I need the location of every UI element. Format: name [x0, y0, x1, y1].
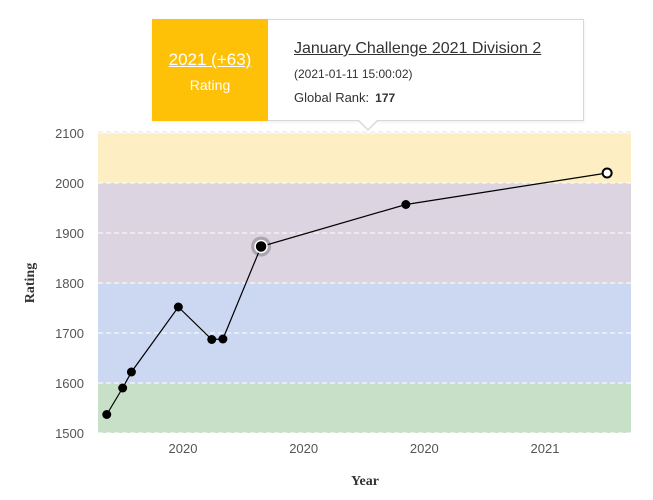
- data-point: [126, 367, 136, 377]
- data-point: [254, 239, 268, 254]
- data-point: [601, 167, 613, 179]
- x-tick-label: 2021: [531, 441, 560, 456]
- y-tick-label: 1800: [55, 276, 84, 291]
- data-point: [207, 335, 217, 344]
- tooltip-rank-label: Global Rank:: [294, 90, 370, 105]
- data-point: [118, 383, 128, 393]
- x-tick-label: 2020: [289, 441, 318, 456]
- contest-tooltip: 2021 (+63) Rating January Challenge 2021…: [152, 19, 584, 131]
- y-tick-label: 1900: [55, 226, 84, 241]
- data-point: [102, 410, 112, 419]
- data-point: [401, 200, 411, 209]
- tooltip-year-change-link[interactable]: 2021 (+63): [168, 50, 252, 69]
- data-point: [218, 334, 228, 344]
- tooltip-contest-info: January Challenge 2021 Division 2 (2021-…: [294, 40, 575, 105]
- rating-band: [98, 133, 631, 183]
- y-tick-label: 1500: [55, 426, 84, 441]
- y-axis-label: Rating: [23, 263, 38, 303]
- gridlines: [98, 131, 631, 434]
- x-axis-label: Year: [351, 474, 379, 489]
- tooltip-rating-label: Rating: [189, 77, 231, 93]
- y-tick-label: 1600: [55, 376, 84, 391]
- y-tick-label: 2100: [55, 126, 84, 141]
- rating-band: [98, 383, 631, 433]
- tooltip-pointer: [357, 119, 379, 131]
- y-tick-labels: 1500 1600 1700 1800 1900 2000 2100: [55, 126, 84, 441]
- tooltip-contest-datetime: (2021-01-11 15:00:02): [294, 67, 413, 81]
- x-tick-label: 2020: [410, 441, 439, 456]
- y-tick-label: 1700: [55, 326, 84, 341]
- tooltip-contest-link[interactable]: January Challenge 2021 Division 2: [294, 40, 542, 57]
- tooltip-global-rank: Global Rank: 177: [294, 90, 575, 105]
- tooltip-rating-panel: 2021 (+63) Rating: [152, 19, 268, 121]
- x-tick-labels: 2020 2020 2020 2021: [169, 441, 560, 456]
- y-tick-label: 2000: [55, 176, 84, 191]
- data-point: [173, 302, 183, 312]
- tooltip-rank-value: 177: [375, 91, 396, 105]
- x-tick-label: 2020: [169, 441, 198, 456]
- rating-series: [102, 167, 613, 419]
